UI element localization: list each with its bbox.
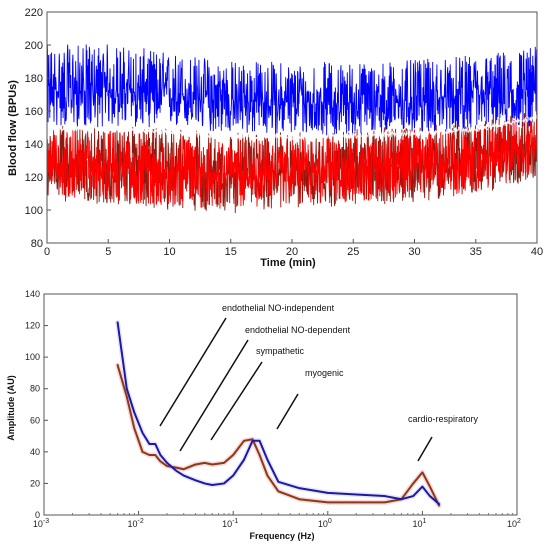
bottom-series — [115, 319, 442, 509]
top-x-tick-label: 0 — [44, 246, 50, 258]
bottom-y-tick-label: 0 — [35, 510, 40, 520]
spectrum-line — [116, 364, 441, 507]
bottom-x-tick-label: 10-2 — [127, 518, 143, 529]
bottom-y-tick-label: 20 — [30, 478, 40, 488]
top-y-tick-label: 160 — [25, 106, 43, 118]
signal-trace — [46, 114, 538, 141]
top-y-tick-label: 80 — [31, 238, 43, 250]
bottom-x-tick-label: 101 — [412, 518, 426, 529]
bottom-x-tick-label: 10-1 — [222, 518, 238, 529]
annotation-myogenic: myogenic — [305, 368, 344, 378]
signal-trace — [46, 44, 538, 136]
annotation-endothelial-no-dependent: endothelial NO-dependent — [245, 325, 351, 335]
annotation-sympathetic: sympathetic — [256, 346, 305, 356]
top-x-tick-label: 30 — [408, 246, 420, 258]
top-y-tick-label: 100 — [25, 205, 43, 217]
top-x-tick-label: 10 — [163, 246, 175, 258]
annotation-leader-myogenic — [276, 393, 299, 430]
top-y-tick-label: 220 — [25, 7, 43, 19]
top-x-tick-label: 20 — [286, 246, 298, 258]
bottom-y-axis-label: Amplitude (AU) — [6, 375, 16, 441]
annotation-cardio-respiratory: cardio-respiratory — [408, 414, 479, 424]
top-signal-traces — [46, 44, 538, 214]
top-x-tick-label: 35 — [470, 246, 482, 258]
bottom-x-tick-label: 102 — [507, 518, 521, 529]
bottom-axis-ticks: 10-3 10-2 10-1 100 101 102 0 20 40 60 80 100 120 140 — [25, 289, 521, 529]
annotation-leader-sympathetic — [210, 361, 263, 441]
top-x-tick-label: 40 — [531, 246, 543, 258]
top-x-tick-label: 5 — [105, 246, 111, 258]
bottom-y-tick-label: 120 — [25, 321, 40, 331]
bottom-y-tick-label: 80 — [30, 384, 40, 394]
top-y-tick-label: 120 — [25, 172, 43, 184]
top-chart: 0 5 10 15 20 25 30 35 4080100120140160180200220 … — [7, 7, 543, 269]
annotation-leader-cardio-respiratory — [417, 436, 433, 462]
top-y-axis-label: Blood flow (BPUs) — [7, 80, 19, 176]
bottom-chart: 10-3 10-2 10-1 100 101 102020406080100120140 … — [6, 289, 521, 541]
bottom-x-tick-label: 100 — [318, 518, 332, 529]
top-axis-ticks: 0 5 10 15 20 25 30 35 40 80 100 120 140 160 180 200 220 — [25, 7, 543, 258]
top-y-tick-label: 180 — [25, 73, 43, 85]
top-y-tick-label: 200 — [25, 40, 43, 52]
signal-trace — [46, 115, 538, 209]
spectrum-line — [116, 321, 441, 505]
bottom-y-tick-label: 40 — [30, 447, 40, 457]
annotation-endothelial-no-independent: endothelial NO-independent — [222, 303, 335, 313]
bottom-y-tick-label: 100 — [25, 352, 40, 362]
bottom-y-tick-label: 60 — [30, 415, 40, 425]
top-x-tick-label: 15 — [225, 246, 237, 258]
bottom-x-tick-label: 10-3 — [33, 518, 49, 529]
top-x-axis-label: Time (min) — [260, 257, 316, 269]
bottom-x-axis-label: Frequency (Hz) — [249, 531, 314, 541]
bottom-y-tick-label: 140 — [25, 289, 40, 299]
annotation-leader-endothelial-no-dependent — [179, 339, 249, 452]
bottom-plot-frame — [43, 293, 518, 516]
top-x-tick-label: 25 — [347, 246, 359, 258]
annotation-leader-endothelial-no-independent — [159, 317, 227, 427]
top-y-tick-label: 140 — [25, 139, 43, 151]
